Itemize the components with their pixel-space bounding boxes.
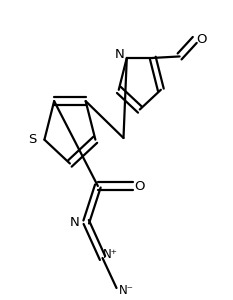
Text: N⁻: N⁻ — [119, 284, 134, 297]
Text: O: O — [134, 179, 145, 193]
Text: N: N — [115, 48, 124, 62]
Text: S: S — [28, 133, 36, 146]
Text: O: O — [196, 33, 207, 46]
Text: N: N — [69, 215, 79, 229]
Text: N⁺: N⁺ — [103, 248, 118, 261]
